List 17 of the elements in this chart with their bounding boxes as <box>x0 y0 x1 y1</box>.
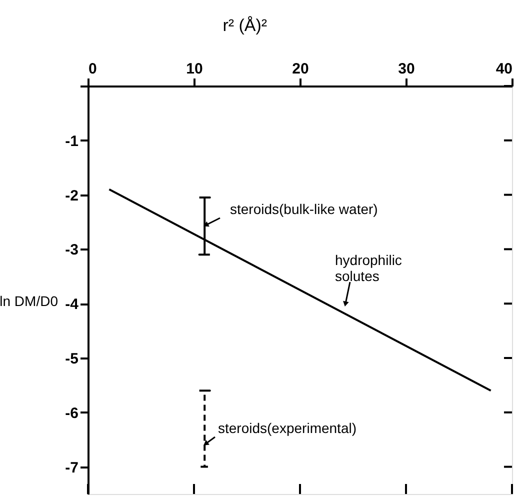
x-tick-label: 20 <box>292 60 309 78</box>
y-axis-title: ln DM/D0 <box>0 293 58 310</box>
y-tick-label: -6 <box>65 404 78 422</box>
y-tick-label: -2 <box>65 187 78 204</box>
annotation: steroids(experimental) <box>218 420 356 436</box>
annotation: hydrophilic solutes <box>335 252 402 284</box>
y-tick-label: -1 <box>65 132 78 150</box>
y-tick-label: -7 <box>65 459 78 476</box>
y-tick-label: -4 <box>65 296 80 314</box>
x-tick-label: 0 <box>88 60 97 78</box>
x-axis-title: r² (Å)² <box>222 16 268 35</box>
x-tick-label: 30 <box>398 60 415 78</box>
annotation: steroids(bulk-like water) <box>230 201 378 217</box>
x-tick-label: 40 <box>496 60 512 78</box>
y-tick-label: -5 <box>65 350 78 368</box>
y-tick-label: -3 <box>65 242 78 259</box>
x-tick-label: 10 <box>186 60 203 78</box>
